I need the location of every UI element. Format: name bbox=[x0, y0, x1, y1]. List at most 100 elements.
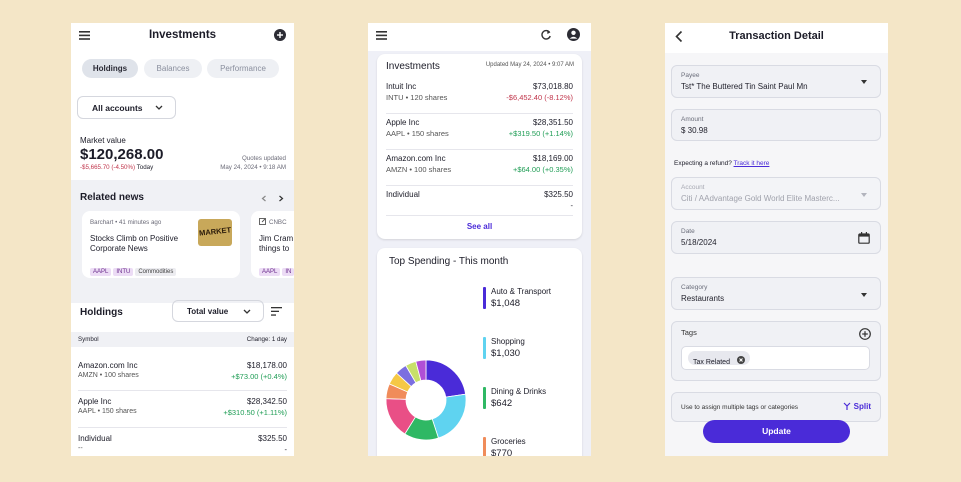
holding-value: $325.50 bbox=[544, 190, 573, 199]
category-value: Restaurants bbox=[681, 294, 725, 303]
holding-value: $325.50 bbox=[258, 434, 287, 443]
date-value: 5/18/2024 bbox=[681, 238, 717, 247]
list-item[interactable]: Intuit Inc INTU • 120 shares $73,018.80 … bbox=[377, 80, 582, 110]
divider bbox=[386, 149, 573, 150]
holding-value: $18,169.00 bbox=[532, 154, 573, 163]
divider bbox=[78, 427, 287, 428]
account-label: Account bbox=[681, 184, 705, 191]
news-tag[interactable]: IN bbox=[282, 268, 294, 276]
news-tag[interactable]: AAPL bbox=[259, 268, 281, 276]
list-item[interactable]: Individual $325.50 - bbox=[377, 188, 582, 214]
transaction-detail-screen: Transaction Detail Payee Tst* The Butter… bbox=[665, 23, 888, 456]
holding-sub: AAPL • 150 shares bbox=[386, 129, 449, 138]
holding-sub: AMZN • 100 shares bbox=[386, 165, 452, 174]
account-value: Citi / AAdvantage Gold World Elite Maste… bbox=[681, 194, 840, 203]
tags-field: Tags Tax Related bbox=[671, 321, 881, 381]
split-row: Use to assign multiple tags or categorie… bbox=[671, 392, 881, 422]
holding-name: Individual bbox=[78, 434, 112, 443]
external-link-icon bbox=[259, 218, 266, 225]
tag-chip-label: Tax Related bbox=[693, 359, 730, 366]
top-bar bbox=[368, 23, 591, 51]
list-item[interactable]: Amazon.com Inc AMZN • 100 shares $18,169… bbox=[377, 152, 582, 182]
amount-value: $ 30.98 bbox=[681, 126, 708, 135]
tab-holdings[interactable]: Holdings bbox=[82, 59, 138, 78]
table-row[interactable]: Apple Inc AAPL • 150 shares $28,342.50 +… bbox=[71, 392, 294, 426]
related-news-title: Related news bbox=[80, 192, 144, 203]
pie-slice[interactable] bbox=[425, 359, 467, 398]
payee-field[interactable]: Payee Tst* The Buttered Tin Saint Paul M… bbox=[671, 65, 881, 98]
quotes-updated-time: May 24, 2024 • 9:18 AM bbox=[220, 164, 286, 171]
amount-field[interactable]: Amount $ 30.98 bbox=[671, 109, 881, 141]
market-change: -$5,665.70 (-4.50%) Today bbox=[80, 164, 153, 171]
news-source: CNBC bbox=[269, 219, 287, 226]
legend-value: $642 bbox=[491, 398, 513, 409]
market-value: $120,268.00 bbox=[80, 146, 164, 163]
date-field[interactable]: Date 5/18/2024 bbox=[671, 221, 881, 254]
list-item[interactable]: Apple Inc AAPL • 150 shares $28,351.50 +… bbox=[377, 116, 582, 146]
tab-balances[interactable]: Balances bbox=[144, 59, 202, 78]
split-label: Split bbox=[853, 402, 871, 411]
payee-value: Tst* The Buttered Tin Saint Paul Mn bbox=[681, 82, 808, 91]
news-card[interactable]: CNBC Jim Cram things to AAPL IN bbox=[251, 211, 294, 278]
divider bbox=[386, 215, 573, 216]
holding-change: - bbox=[570, 201, 574, 210]
table-row[interactable]: Individual -- $325.50 - bbox=[71, 429, 294, 456]
chevron-left-icon[interactable] bbox=[261, 195, 267, 202]
table-row[interactable]: Amazon.com Inc AMZN • 100 shares $18,178… bbox=[71, 356, 294, 390]
legend-value: $1,030 bbox=[491, 348, 521, 359]
remove-tag-icon[interactable] bbox=[737, 355, 746, 364]
pie-slice[interactable] bbox=[415, 359, 427, 382]
tab-performance[interactable]: Performance bbox=[207, 59, 279, 78]
sort-select[interactable]: Total value bbox=[172, 300, 264, 322]
tag-chip[interactable]: Tax Related bbox=[688, 351, 751, 366]
investments-updated: Updated May 24, 2024 • 9:07 AM bbox=[485, 62, 574, 68]
spending-pie-chart[interactable] bbox=[384, 358, 468, 442]
dropdown-caret-icon bbox=[861, 293, 867, 297]
add-tag-icon[interactable] bbox=[859, 328, 871, 340]
split-button[interactable]: Split bbox=[843, 402, 871, 411]
track-refund-link[interactable]: Track it here bbox=[733, 160, 770, 167]
market-change-amount: -$5,665.70 bbox=[80, 164, 110, 171]
account-field: Account Citi / AAdvantage Gold World Eli… bbox=[671, 177, 881, 210]
holding-sub: AMZN • 100 shares bbox=[78, 372, 139, 379]
holding-sub: -- bbox=[78, 445, 83, 452]
top-bar bbox=[665, 23, 888, 53]
news-tag[interactable]: AAPL bbox=[90, 268, 112, 276]
holding-change: -$6,452.40 (-8.12%) bbox=[506, 93, 573, 102]
divider bbox=[78, 390, 287, 391]
legend-name: Dining & Drinks bbox=[491, 387, 547, 396]
payee-label: Payee bbox=[681, 72, 700, 79]
holding-change: +$319.50 (+1.14%) bbox=[508, 129, 573, 138]
refresh-icon[interactable] bbox=[540, 29, 552, 41]
date-label: Date bbox=[681, 228, 695, 235]
account-select[interactable]: All accounts bbox=[77, 96, 176, 119]
news-tags: AAPL IN bbox=[259, 260, 294, 278]
legend-name: Auto & Transport bbox=[491, 287, 552, 296]
legend-value: $770 bbox=[491, 448, 513, 456]
sort-select-value: Total value bbox=[187, 307, 229, 316]
update-button[interactable]: Update bbox=[703, 420, 850, 443]
hamburger-icon[interactable] bbox=[79, 31, 90, 40]
related-news-section: Related news Barchart • 41 minutes ago S… bbox=[71, 180, 294, 303]
back-chevron-icon[interactable] bbox=[675, 30, 683, 43]
refund-text: Expecting a refund? bbox=[674, 160, 732, 167]
sort-icon[interactable] bbox=[271, 307, 282, 316]
news-card[interactable]: Barchart • 41 minutes ago Stocks Climb o… bbox=[82, 211, 240, 278]
news-tag[interactable]: INTU bbox=[113, 268, 134, 276]
tags-input[interactable]: Tax Related bbox=[681, 346, 870, 370]
hamburger-icon[interactable] bbox=[376, 31, 387, 40]
market-change-pct: (-4.50%) bbox=[111, 164, 136, 171]
account-icon[interactable] bbox=[567, 28, 580, 41]
chevron-right-icon[interactable] bbox=[278, 195, 284, 202]
divider bbox=[386, 113, 573, 114]
split-icon bbox=[843, 402, 851, 410]
plus-circle-icon[interactable] bbox=[274, 29, 286, 41]
see-all-link[interactable]: See all bbox=[466, 222, 493, 231]
calendar-icon[interactable] bbox=[858, 232, 870, 244]
news-thumbnail: MARKET bbox=[198, 219, 232, 246]
news-headline: Stocks Climb on Positive Corporate News bbox=[90, 234, 179, 253]
news-tag[interactable]: Commodities bbox=[135, 268, 177, 276]
holding-name: Amazon.com Inc bbox=[78, 361, 138, 370]
pie-slice[interactable] bbox=[431, 393, 467, 439]
category-field[interactable]: Category Restaurants bbox=[671, 277, 881, 310]
